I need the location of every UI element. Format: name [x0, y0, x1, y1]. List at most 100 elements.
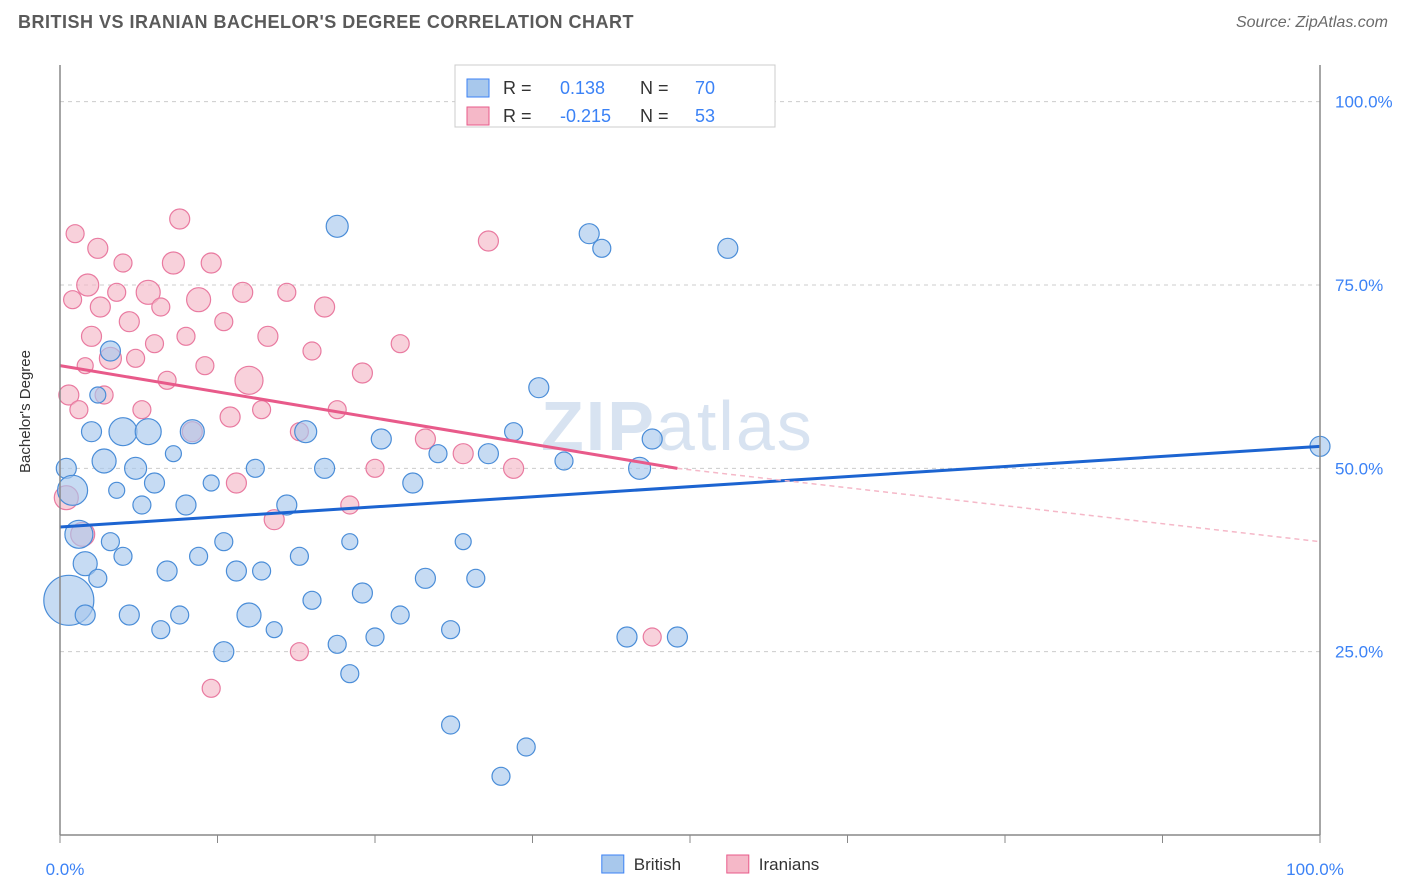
iranians-point	[278, 283, 296, 301]
iranians-point	[88, 238, 108, 258]
chart-title: BRITISH VS IRANIAN BACHELOR'S DEGREE COR…	[18, 12, 634, 33]
legend-label: British	[634, 855, 681, 874]
british-point	[152, 621, 170, 639]
iranians-point	[108, 283, 126, 301]
british-point	[492, 767, 510, 785]
iranians-point	[366, 459, 384, 477]
british-point	[180, 420, 204, 444]
british-point	[667, 627, 687, 647]
british-point	[442, 716, 460, 734]
british-point	[246, 459, 264, 477]
british-point	[237, 603, 261, 627]
british-point	[109, 482, 125, 498]
iranians-point	[82, 326, 102, 346]
british-point	[442, 621, 460, 639]
british-point	[119, 605, 139, 625]
british-point	[326, 215, 348, 237]
iranians-legend-swatch-icon	[727, 855, 749, 873]
british-point	[617, 627, 637, 647]
british-point	[190, 547, 208, 565]
stat-n-value: 70	[695, 78, 715, 98]
british-point	[75, 605, 95, 625]
iranians-point	[643, 628, 661, 646]
x-tick-label-start: 0.0%	[46, 860, 85, 879]
british-legend-swatch-icon	[602, 855, 624, 873]
british-point	[165, 446, 181, 462]
iranians-point	[315, 297, 335, 317]
iranians-trend-extrapolation	[677, 468, 1320, 541]
british-point	[109, 418, 137, 446]
british-point	[342, 534, 358, 550]
legend-label: Iranians	[759, 855, 819, 874]
stat-n-label: N =	[640, 106, 669, 126]
stat-r-value: 0.138	[560, 78, 605, 98]
iranians-point	[66, 225, 84, 243]
source-attribution: Source: ZipAtlas.com	[1236, 14, 1388, 32]
british-point	[215, 533, 233, 551]
british-point	[290, 547, 308, 565]
iranians-swatch-icon	[467, 107, 489, 125]
iranians-point	[290, 643, 308, 661]
iranians-point	[177, 327, 195, 345]
british-point	[58, 475, 88, 505]
iranians-point	[77, 274, 99, 296]
british-point	[415, 568, 435, 588]
stat-r-value: -0.215	[560, 106, 611, 126]
stat-r-label: R =	[503, 106, 532, 126]
y-tick-label: 100.0%	[1335, 93, 1393, 112]
british-point	[101, 533, 119, 551]
british-point	[328, 635, 346, 653]
british-point	[253, 562, 271, 580]
stat-r-label: R =	[503, 78, 532, 98]
british-point	[429, 445, 447, 463]
british-point	[203, 475, 219, 491]
british-point	[341, 665, 359, 683]
british-point	[226, 561, 246, 581]
british-point	[92, 449, 116, 473]
british-point	[114, 547, 132, 565]
iranians-point	[119, 312, 139, 332]
british-point	[303, 591, 321, 609]
british-point	[100, 341, 120, 361]
british-point	[157, 561, 177, 581]
british-point	[718, 238, 738, 258]
y-tick-label: 75.0%	[1335, 276, 1383, 295]
british-point	[352, 583, 372, 603]
iranians-point	[226, 473, 246, 493]
british-point	[593, 239, 611, 257]
british-point	[176, 495, 196, 515]
iranians-point	[233, 282, 253, 302]
british-point	[214, 642, 234, 662]
iranians-point	[158, 371, 176, 389]
british-point	[555, 452, 573, 470]
british-point	[467, 569, 485, 587]
y-axis-title: Bachelor's Degree	[17, 350, 34, 473]
british-point	[266, 622, 282, 638]
british-point	[82, 422, 102, 442]
british-point	[89, 569, 107, 587]
iranians-point	[152, 298, 170, 316]
iranians-point	[133, 401, 151, 419]
correlation-scatter-chart: ZIPatlas25.0%50.0%75.0%100.0%0.0%100.0%B…	[0, 45, 1406, 892]
british-point	[295, 421, 317, 443]
iranians-point	[258, 326, 278, 346]
iranians-point	[170, 209, 190, 229]
iranians-point	[220, 407, 240, 427]
iranians-point	[162, 252, 184, 274]
y-tick-label: 25.0%	[1335, 643, 1383, 662]
british-point	[371, 429, 391, 449]
iranians-point	[114, 254, 132, 272]
british-point	[145, 473, 165, 493]
british-point	[478, 444, 498, 464]
stat-n-value: 53	[695, 106, 715, 126]
iranians-point	[341, 496, 359, 514]
british-point	[391, 606, 409, 624]
iranians-point	[196, 357, 214, 375]
british-point	[403, 473, 423, 493]
iranians-point	[303, 342, 321, 360]
iranians-point	[391, 335, 409, 353]
british-point	[529, 378, 549, 398]
stat-n-label: N =	[640, 78, 669, 98]
iranians-point	[453, 444, 473, 464]
iranians-point	[478, 231, 498, 251]
